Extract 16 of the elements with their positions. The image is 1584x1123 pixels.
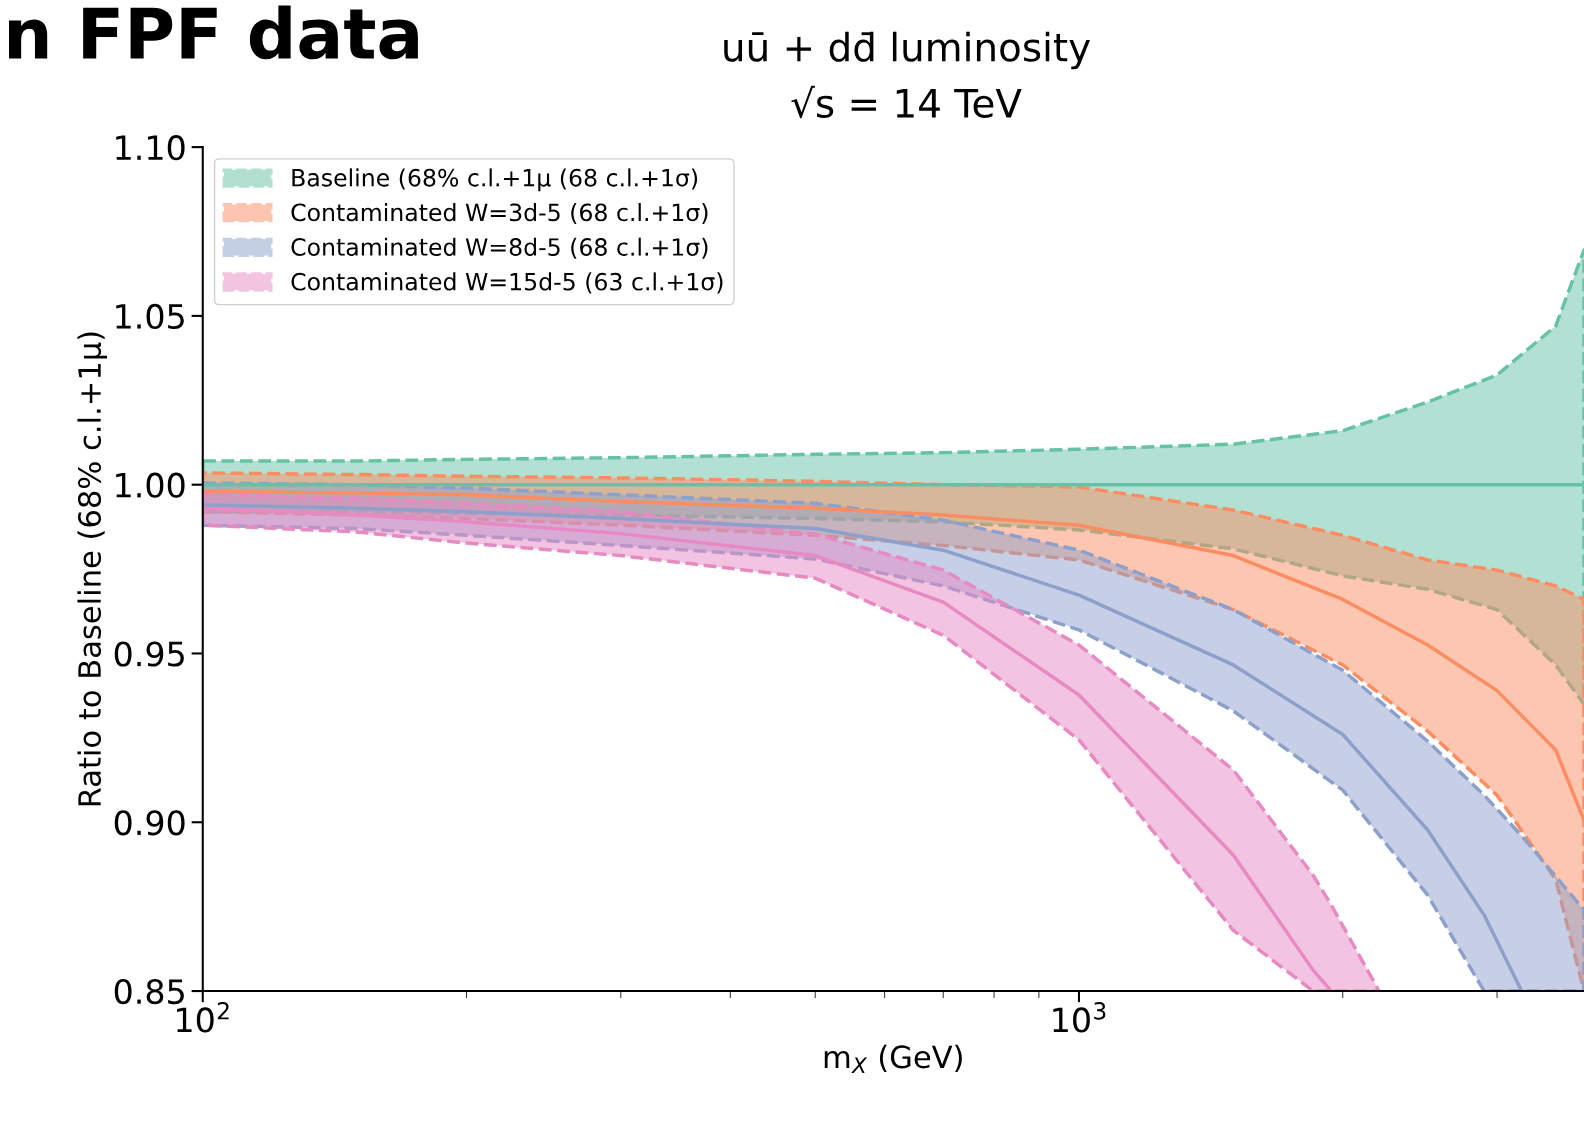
y-tick-label: 1.00 [116, 472, 185, 498]
y-axis-title: Ratio to Baseline (68% c.l.+1μ) [77, 332, 108, 806]
chart-subtitle: √s = 14 TeV [791, 85, 1022, 119]
legend-label: Contaminated W=3d-5 (68 c.l.+1σ) [291, 203, 708, 225]
x-axis-title: m$_{X}$ (GeV) [824, 1044, 962, 1074]
legend-label: Baseline (68% c.l.+1μ (68 c.l.+1σ) [292, 168, 698, 192]
text: n FPF data [9, 5, 418, 60]
x-tick-label: 10$^{3}$ [1053, 1002, 1106, 1033]
legend-label: Contaminated W=8d-5 (68 c.l.+1σ) [291, 237, 708, 259]
legend-label: Contaminated W=15d-5 (63 c.l.+1σ) [291, 272, 723, 294]
y-tick-label: 1.10 [116, 135, 185, 161]
chart-title: uū + dd̄ luminosity [724, 31, 1091, 70]
y-tick-label: 0.95 [114, 641, 184, 667]
y-tick-label: 1.05 [116, 303, 184, 330]
y-tick-label: 0.85 [114, 978, 184, 1005]
y-tick-label: 0.90 [114, 810, 185, 836]
